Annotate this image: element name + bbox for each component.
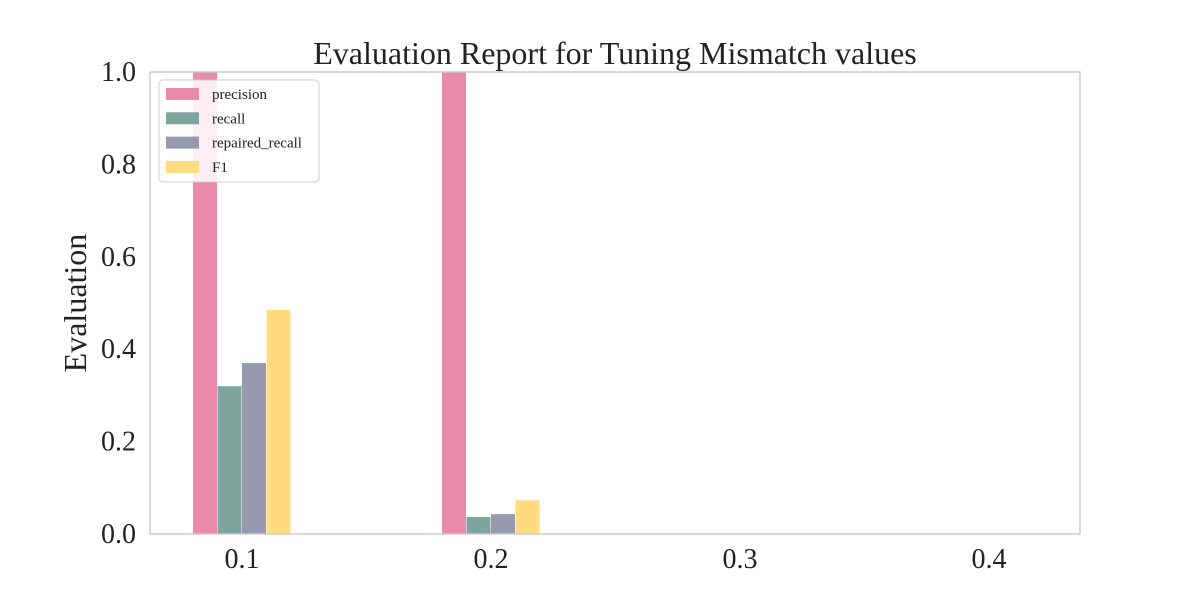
x-tick-label: 0.2 <box>474 544 509 575</box>
legend-label-F1: F1 <box>212 160 228 176</box>
bar-repaired-recall-0.1 <box>242 363 266 534</box>
legend-label-recall: recall <box>212 111 245 127</box>
legend: precision recall repaired_recall F1 <box>158 79 320 183</box>
bar-recall-0.1 <box>217 386 242 534</box>
x-tick-label: 0.1 <box>225 544 260 575</box>
bar-repaired-recall-0.2 <box>491 514 515 534</box>
legend-box <box>158 79 320 183</box>
legend-label-repaired-recall: repaired_recall <box>212 136 302 152</box>
legend-swatch-repaired-recall <box>166 136 199 149</box>
legend-swatch-recall <box>166 112 199 125</box>
chart-title: Evaluation Report for Tuning Mismatch va… <box>313 35 917 71</box>
y-tick-label: 0.8 <box>101 149 136 180</box>
bar-F1-0.2 <box>515 500 540 534</box>
plot-frame <box>149 71 1081 535</box>
y-axis-ticks: 0.0 0.2 0.4 0.6 0.8 1.0 <box>101 57 136 550</box>
legend-label-precision: precision <box>212 87 267 103</box>
x-tick-label: 0.3 <box>723 544 758 575</box>
y-tick-label: 1.0 <box>101 57 136 88</box>
y-axis-label: Evaluation <box>57 234 93 373</box>
bar-F1-0.1 <box>266 309 291 534</box>
y-tick-label: 0.6 <box>101 242 136 273</box>
x-tick-label: 0.4 <box>972 544 1007 575</box>
y-tick-label: 0.4 <box>101 334 136 365</box>
bar-precision-0.2 <box>442 72 466 534</box>
legend-swatch-F1 <box>166 160 199 173</box>
x-axis-ticks: 0.1 0.2 0.3 0.4 <box>225 544 1007 575</box>
y-tick-label: 0.2 <box>101 427 136 458</box>
legend-swatch-precision <box>166 88 199 100</box>
y-tick-label: 0.0 <box>101 519 136 550</box>
bar-recall-0.2 <box>466 516 491 534</box>
